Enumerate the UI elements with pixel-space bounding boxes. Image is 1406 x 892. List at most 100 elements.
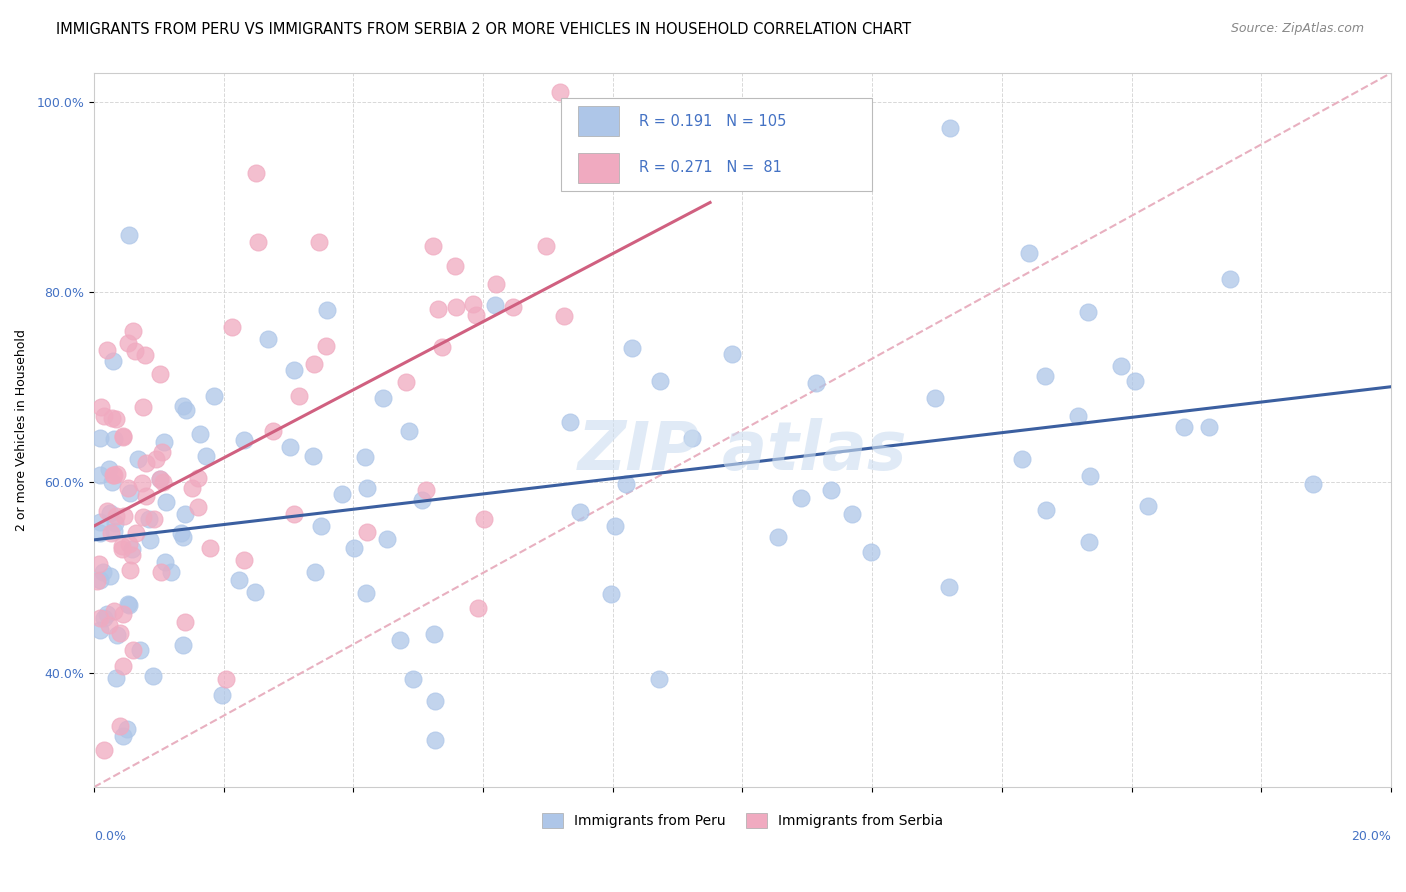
Point — [91, 566, 114, 580]
Point — [1302, 476, 1324, 491]
Point — [112, 607, 135, 621]
Point — [89, 468, 111, 483]
Point — [790, 491, 813, 505]
Point — [111, 659, 134, 673]
Point — [108, 718, 131, 732]
Point — [569, 505, 592, 519]
Point — [288, 389, 311, 403]
Point — [103, 354, 125, 368]
Point — [104, 516, 127, 530]
Point — [536, 239, 558, 253]
Point — [89, 623, 111, 637]
Point — [153, 434, 176, 449]
Point — [1067, 409, 1090, 424]
Point — [134, 348, 156, 362]
Point — [187, 471, 209, 485]
Point — [316, 302, 339, 317]
Point — [1078, 469, 1101, 483]
Point — [104, 411, 127, 425]
Point — [149, 367, 172, 381]
Point — [553, 310, 575, 324]
Point — [354, 450, 377, 464]
Point — [198, 541, 221, 556]
Point — [110, 626, 132, 640]
Point — [188, 427, 211, 442]
Point — [304, 565, 326, 579]
Point — [302, 450, 325, 464]
Text: R = 0.271   N =  81: R = 0.271 N = 81 — [638, 160, 782, 175]
Legend: Immigrants from Peru, Immigrants from Serbia: Immigrants from Peru, Immigrants from Se… — [536, 808, 949, 834]
Point — [139, 533, 162, 547]
Point — [93, 409, 115, 424]
Point — [502, 300, 524, 314]
Text: 0.0%: 0.0% — [94, 830, 127, 843]
Point — [354, 586, 377, 600]
Point — [149, 566, 172, 580]
Point — [89, 574, 111, 588]
Point — [389, 633, 412, 648]
Point — [96, 504, 118, 518]
Point — [89, 611, 111, 625]
Point — [721, 347, 744, 361]
Point — [172, 639, 194, 653]
Point — [315, 339, 337, 353]
Point — [422, 627, 444, 641]
Point — [89, 525, 111, 540]
Point — [127, 452, 149, 467]
Point — [112, 729, 135, 743]
Point — [121, 542, 143, 557]
Point — [86, 574, 108, 588]
Point — [174, 402, 197, 417]
Point — [768, 530, 790, 544]
Point — [474, 512, 496, 526]
Point — [806, 376, 828, 391]
Text: ZIP atlas: ZIP atlas — [578, 418, 907, 484]
Point — [118, 599, 141, 613]
Point — [820, 483, 842, 497]
Point — [308, 235, 330, 250]
Y-axis label: 2 or more Vehicles in Household: 2 or more Vehicles in Household — [15, 329, 28, 531]
Text: Source: ZipAtlas.com: Source: ZipAtlas.com — [1230, 22, 1364, 36]
Point — [243, 585, 266, 599]
Point — [105, 628, 128, 642]
Point — [423, 733, 446, 747]
Point — [174, 508, 197, 522]
Point — [375, 532, 398, 546]
Point — [104, 509, 127, 524]
Point — [89, 515, 111, 529]
Point — [356, 524, 378, 539]
Point — [103, 524, 125, 538]
Point — [96, 607, 118, 621]
Point — [112, 429, 135, 443]
Point — [150, 444, 173, 458]
Point — [1109, 359, 1132, 373]
Point — [135, 456, 157, 470]
Point — [138, 511, 160, 525]
Point — [195, 449, 218, 463]
Point — [302, 357, 325, 371]
Point — [160, 566, 183, 580]
Point — [97, 462, 120, 476]
Point — [463, 297, 485, 311]
Point — [228, 573, 250, 587]
Point — [155, 494, 177, 508]
Point — [128, 642, 150, 657]
Point — [343, 541, 366, 555]
Point — [103, 432, 125, 446]
Point — [1219, 271, 1241, 285]
Point — [100, 526, 122, 541]
Point — [681, 431, 703, 445]
Point — [401, 672, 423, 686]
Point — [221, 320, 243, 334]
Point — [135, 489, 157, 503]
Point — [443, 260, 465, 274]
Point — [172, 399, 194, 413]
Point — [423, 694, 446, 708]
Point — [464, 308, 486, 322]
Point — [93, 611, 115, 625]
Bar — [578, 106, 619, 136]
Point — [620, 341, 643, 355]
Point — [558, 415, 581, 429]
Point — [112, 508, 135, 523]
Point — [415, 483, 437, 497]
